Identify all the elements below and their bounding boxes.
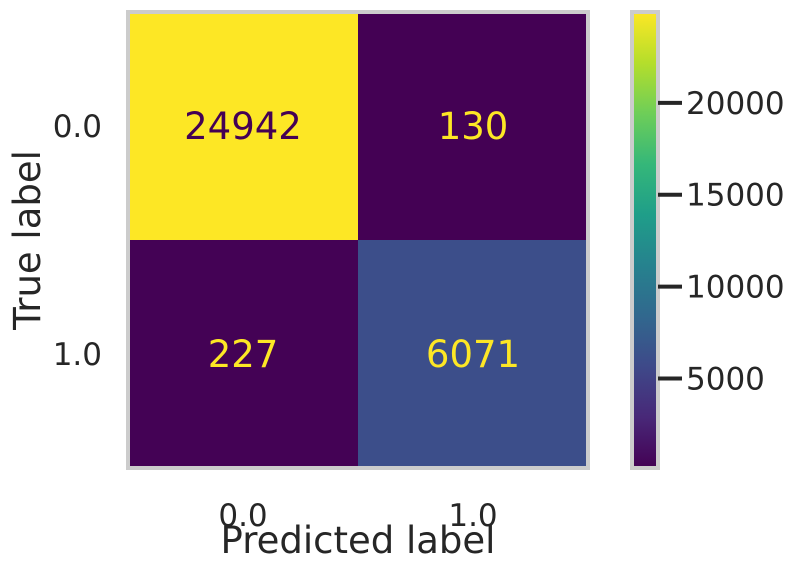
x-tick-label: 0.0 bbox=[218, 498, 267, 534]
y-tick-label: 0.0 bbox=[53, 109, 102, 145]
colorbar bbox=[632, 12, 658, 468]
matrix-cell bbox=[358, 240, 588, 468]
cell-value-labels: 24942 130 227 6071 bbox=[184, 105, 520, 376]
matrix-cell bbox=[128, 12, 358, 240]
colorbar-tick-label: 10000 bbox=[686, 270, 785, 306]
y-axis-label: True label bbox=[6, 150, 49, 331]
colorbar-frame bbox=[630, 10, 660, 470]
colorbar-tick-label: 5000 bbox=[686, 361, 765, 397]
y-tick-labels: 0.0 1.0 bbox=[53, 109, 102, 373]
cell-value-label: 24942 bbox=[184, 105, 302, 148]
cell-value-label: 227 bbox=[208, 333, 279, 376]
matrix-cell bbox=[358, 12, 588, 240]
colorbar-tick-label: 20000 bbox=[686, 86, 785, 122]
y-tick-label: 1.0 bbox=[53, 337, 102, 373]
x-axis-label: Predicted label bbox=[221, 519, 496, 562]
x-tick-label: 1.0 bbox=[448, 498, 497, 534]
colorbar-tick-label: 15000 bbox=[686, 178, 785, 214]
matrix-cells bbox=[128, 12, 588, 468]
matrix-frame bbox=[126, 10, 590, 470]
matrix-cell bbox=[128, 240, 358, 468]
x-tick-labels: 0.0 1.0 bbox=[218, 498, 497, 534]
cell-value-label: 130 bbox=[438, 105, 509, 148]
colorbar-ticks: 5000 10000 15000 20000 bbox=[658, 86, 785, 397]
cell-value-label: 6071 bbox=[426, 333, 520, 376]
